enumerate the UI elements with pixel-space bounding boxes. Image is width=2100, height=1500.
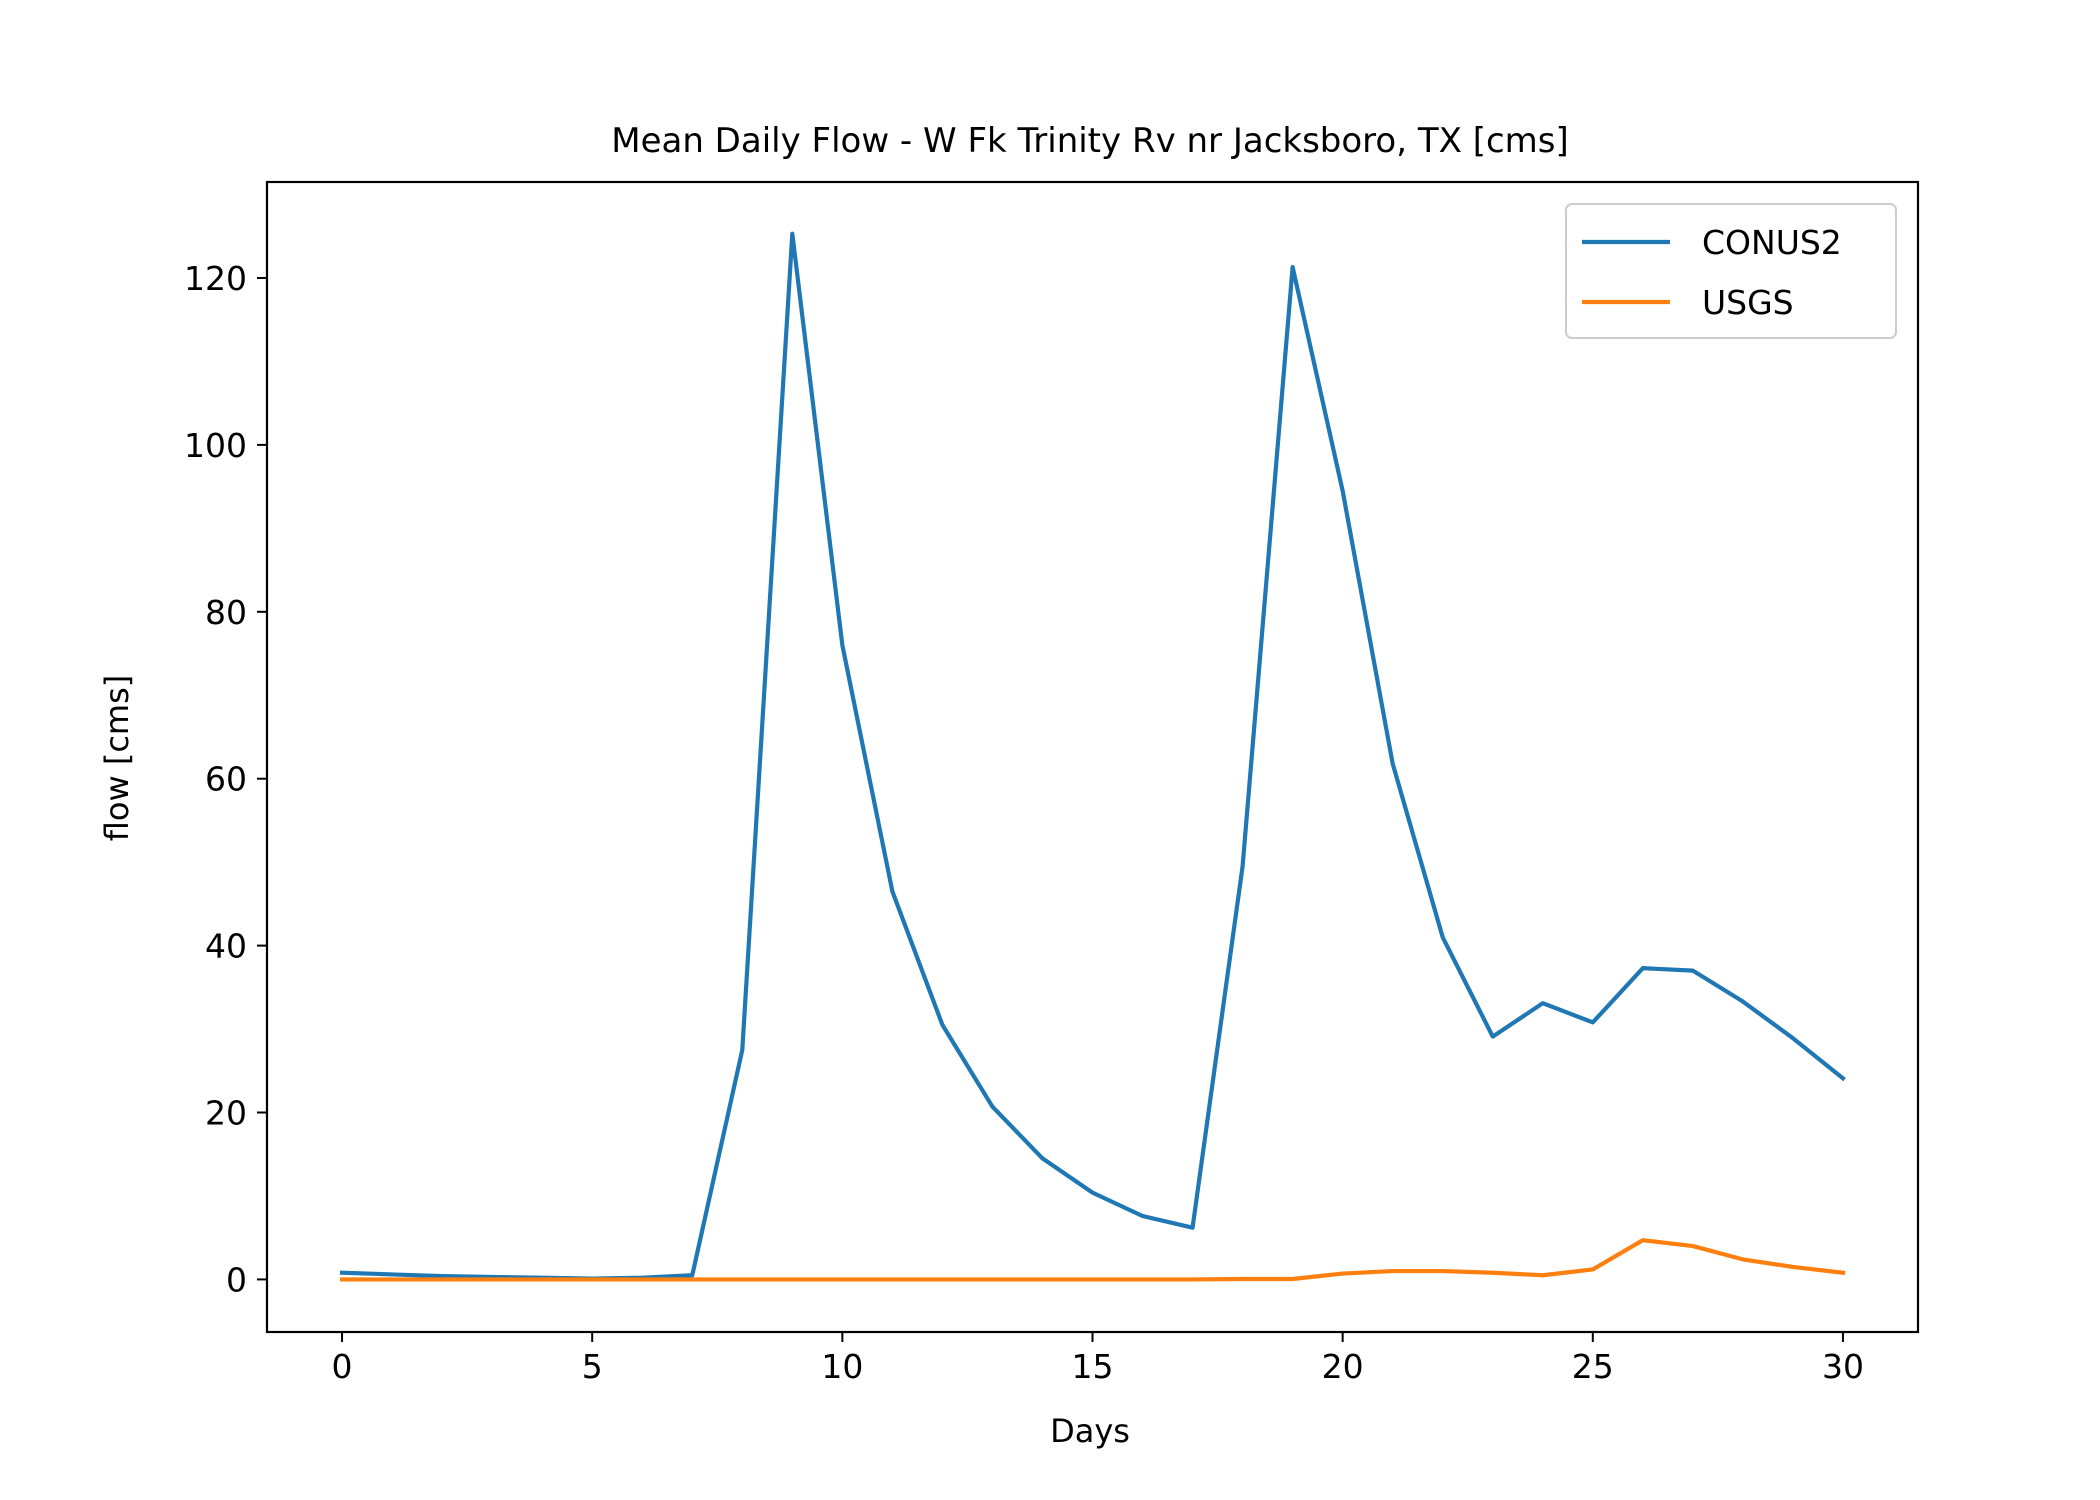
y-tick-label: 100 (184, 426, 247, 465)
x-tick-label: 20 (1322, 1347, 1364, 1386)
y-tick-label: 0 (226, 1260, 247, 1299)
y-axis-label: flow [cms] (98, 675, 136, 841)
legend: CONUS2 USGS (1565, 203, 1897, 339)
x-tick-label: 30 (1822, 1347, 1864, 1386)
x-tick-label: 0 (332, 1347, 353, 1386)
y-tick-label: 40 (205, 927, 247, 966)
series-line-conus2 (339, 231, 1846, 1281)
series-line-usgs (339, 1238, 1846, 1282)
x-axis-label: Days (1050, 1412, 1130, 1450)
y-tick-label: 60 (205, 760, 247, 799)
x-tick-label: 25 (1572, 1347, 1614, 1386)
y-tick-label: 20 (205, 1094, 247, 1133)
y-tick-label: 120 (184, 259, 247, 298)
axes: 0 5 10 15 20 25 30 0 20 40 60 80 100 120 (184, 180, 1920, 1386)
axes-frame (265, 180, 1920, 1334)
chart-title: Mean Daily Flow - W Fk Trinity Rv nr Jac… (611, 121, 1569, 161)
legend-box (1565, 203, 1897, 339)
legend-label-conus2: CONUS2 (1702, 223, 1842, 262)
x-tick-label: 10 (821, 1347, 863, 1386)
legend-label-usgs: USGS (1702, 283, 1794, 322)
x-tick-label: 5 (582, 1347, 603, 1386)
plot-area (339, 231, 1846, 1282)
y-tick-label: 80 (205, 593, 247, 632)
x-tick-label: 15 (1072, 1347, 1114, 1386)
